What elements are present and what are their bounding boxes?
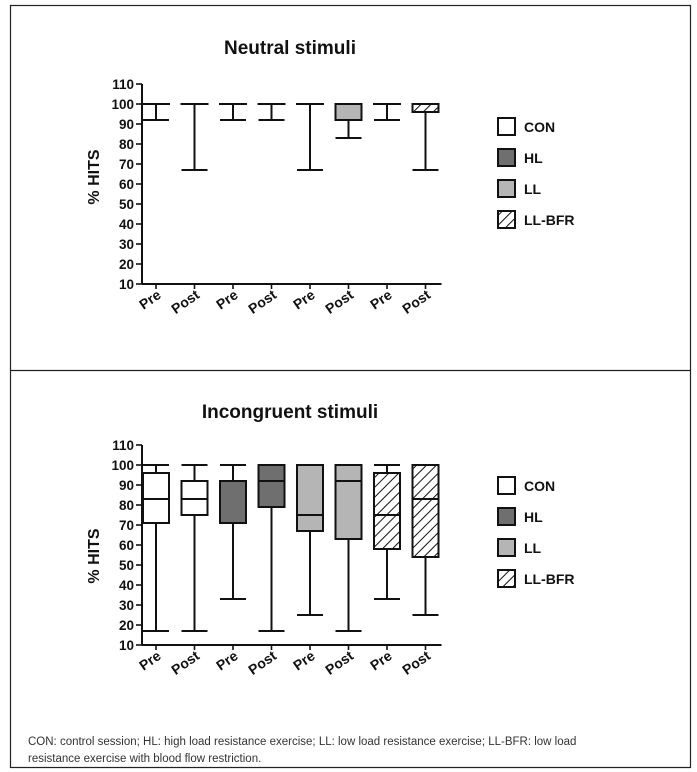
y-tick-label: 10 [119, 277, 134, 292]
legend-label: LL [524, 181, 542, 197]
box-ll [334, 464, 363, 540]
box-ll [296, 464, 324, 532]
legend-label: LL-BFR [524, 212, 575, 228]
box-hl [219, 480, 247, 524]
incongruent-stimuli-panel: Incongruent stimuli % HITS 10 20 30 40 50 60 7… [86, 402, 442, 678]
y-tick-label: 30 [119, 237, 134, 252]
y-axis-label: % HITS [86, 528, 103, 583]
panel-frame [9, 4, 692, 769]
y-axis-label: % HITS [86, 149, 103, 204]
legend-label: LL-BFR [524, 571, 575, 587]
x-tick-label: Post [399, 647, 433, 678]
chart-title: Neutral stimuli [224, 38, 356, 59]
legend-swatch-ll [497, 538, 516, 557]
y-tick-label: 100 [111, 458, 134, 473]
x-tick-label: Post [322, 286, 356, 317]
chart-title: Incongruent stimuli [202, 402, 378, 423]
legend-label: CON [524, 478, 555, 494]
legend-swatch-ll-bfr [497, 569, 516, 588]
caption: CON: control session; HL: high load resi… [28, 736, 576, 748]
x-tick-label: Pre [213, 286, 241, 312]
x-tick-label: Pre [367, 286, 395, 312]
box-ll-bfr [411, 103, 440, 113]
legend-swatch-hl [497, 148, 516, 167]
box-hl [257, 464, 286, 508]
x-tick-label: Pre [213, 647, 241, 673]
x-tick-label: Pre [290, 647, 318, 673]
x-tick-label: Post [245, 647, 279, 678]
legend-swatch-hl [497, 507, 516, 526]
legend-swatch-ll [497, 179, 516, 198]
legend-label: HL [524, 150, 543, 166]
legend-label: CON [524, 119, 555, 135]
y-tick-label: 70 [119, 518, 134, 533]
y-tick-label: 70 [119, 157, 134, 172]
legend-swatch-con [497, 117, 516, 136]
x-tick-label: Post [168, 647, 202, 678]
x-tick-label: Post [399, 286, 433, 317]
y-tick-label: 10 [119, 638, 134, 653]
x-tick-label: Pre [290, 286, 318, 312]
y-tick-label: 50 [119, 197, 134, 212]
y-tick-label: 20 [119, 618, 134, 633]
y-tick-label: 80 [119, 137, 134, 152]
caption-continued: resistance exercise with blood flow rest… [28, 753, 261, 765]
x-tick-label: Post [245, 286, 279, 317]
y-tick-label: 90 [119, 478, 134, 493]
y-tick-label: 40 [119, 217, 134, 232]
legend: CON HL LL LL-BFR [497, 117, 575, 229]
box-ll [334, 103, 363, 121]
y-tick-label: 100 [111, 97, 134, 112]
x-tick-label: Post [322, 647, 356, 678]
legend-label: LL [524, 540, 542, 556]
legend: CON HL LL LL-BFR [497, 476, 575, 588]
box-ll-bfr [373, 472, 401, 550]
x-tick-label: Pre [136, 647, 164, 673]
y-tick-label: 60 [119, 538, 134, 553]
neutral-stimuli-panel: Neutral stimuli % HITS 10 20 30 40 50 60 70 80 9… [86, 38, 442, 317]
legend-swatch-con [497, 476, 516, 495]
y-tick-label: 30 [119, 598, 134, 613]
y-tick-label: 60 [119, 177, 134, 192]
box-ll-bfr [411, 464, 440, 558]
x-tick-label: Post [168, 286, 202, 317]
y-tick-label: 110 [112, 438, 134, 453]
y-tick-label: 90 [119, 117, 134, 132]
legend-swatch-ll-bfr [497, 210, 516, 229]
x-tick-label: Pre [136, 286, 164, 312]
y-tick-label: 80 [119, 498, 134, 513]
x-tick-label: Pre [367, 647, 395, 673]
y-tick-label: 50 [119, 558, 134, 573]
y-tick-label: 110 [112, 77, 134, 92]
y-tick-label: 20 [119, 257, 134, 272]
legend-label: HL [524, 509, 543, 525]
y-tick-label: 40 [119, 578, 134, 593]
